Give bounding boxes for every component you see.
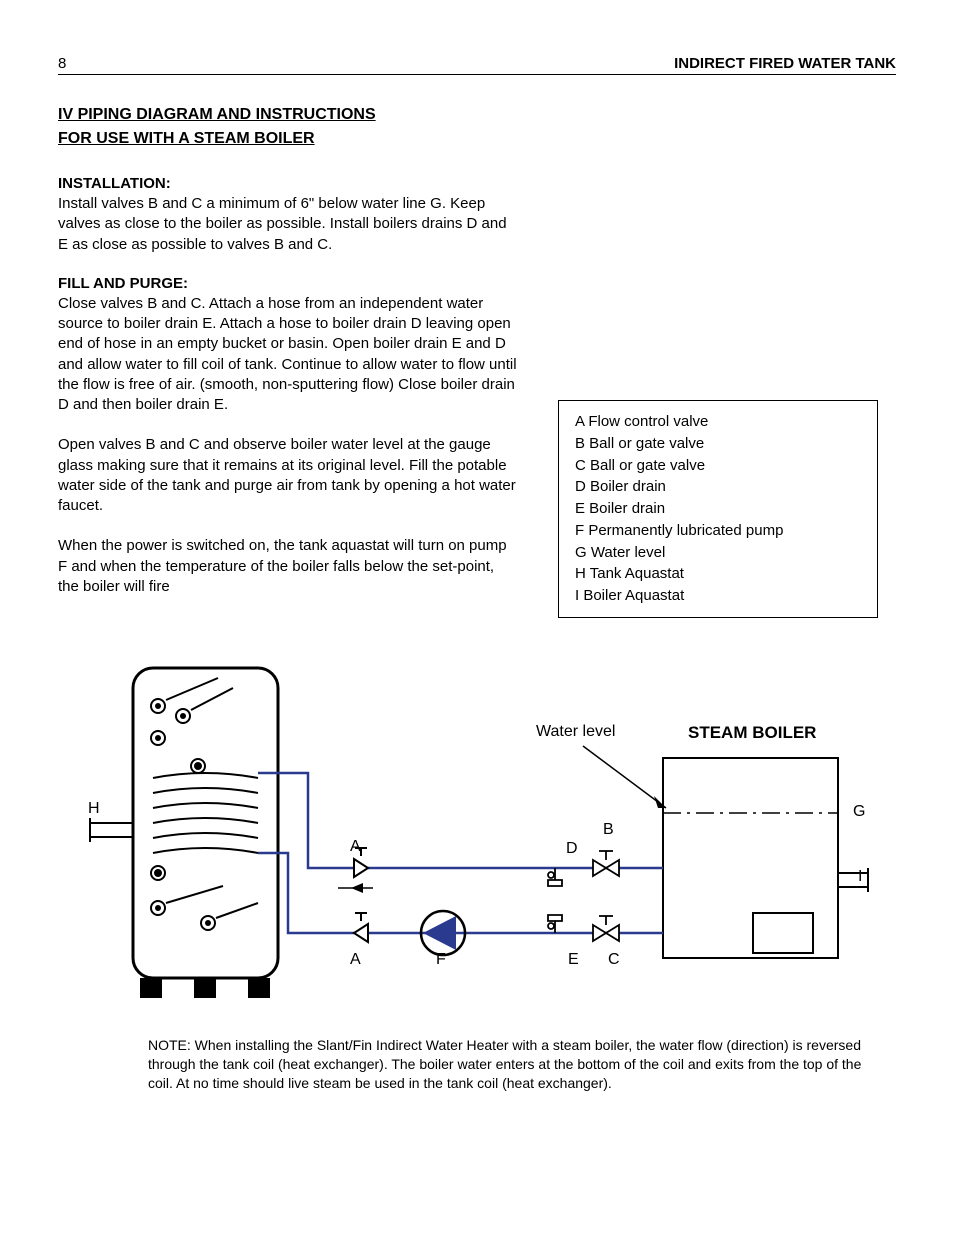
legend-item-i: I Boiler Aquastat bbox=[575, 585, 861, 607]
diagram-svg bbox=[58, 648, 878, 1008]
fill-purge-p2: Open valves B and C and observe boiler w… bbox=[58, 435, 518, 516]
label-a-bottom: A bbox=[350, 951, 361, 969]
legend-item-f: F Permanently lubricated pump bbox=[575, 520, 861, 542]
page-number: 8 bbox=[58, 55, 66, 72]
fill-purge-p1: Close valves B and C. Attach a hose from… bbox=[58, 294, 518, 416]
label-d: D bbox=[566, 840, 578, 858]
legend-box: A Flow control valve B Ball or gate valv… bbox=[558, 400, 878, 618]
section-title-line1: IV PIPING DIAGRAM AND INSTRUCTIONS bbox=[58, 106, 376, 123]
label-b: B bbox=[603, 821, 614, 839]
label-f: F bbox=[436, 951, 446, 969]
water-level-label: Water level bbox=[536, 723, 615, 741]
installation-heading: INSTALLATION: bbox=[58, 175, 518, 192]
document-title: INDIRECT FIRED WATER TANK bbox=[674, 55, 896, 72]
note-text: NOTE: When installing the Slant/Fin Indi… bbox=[148, 1036, 878, 1093]
steam-boiler-label: STEAM BOILER bbox=[688, 723, 816, 743]
section-title-line2: FOR USE WITH A STEAM BOILER bbox=[58, 130, 315, 147]
legend-item-a: A Flow control valve bbox=[575, 411, 861, 433]
legend-item-d: D Boiler drain bbox=[575, 476, 861, 498]
legend-item-e: E Boiler drain bbox=[575, 498, 861, 520]
fill-purge-p3: When the power is switched on, the tank … bbox=[58, 536, 518, 597]
label-i: I bbox=[858, 868, 862, 886]
label-a-top: A bbox=[350, 838, 361, 856]
section-title: IV PIPING DIAGRAM AND INSTRUCTIONS FOR U… bbox=[58, 103, 896, 151]
legend-item-b: B Ball or gate valve bbox=[575, 433, 861, 455]
legend-item-g: G Water level bbox=[575, 542, 861, 564]
page-header: 8 INDIRECT FIRED WATER TANK bbox=[58, 55, 896, 75]
legend-item-h: H Tank Aquastat bbox=[575, 563, 861, 585]
label-h: H bbox=[88, 800, 100, 818]
label-e: E bbox=[568, 951, 579, 969]
label-g: G bbox=[853, 803, 865, 821]
fill-purge-heading: FILL AND PURGE: bbox=[58, 275, 518, 292]
piping-diagram: H A A F D E B C G I Water level STEAM BO… bbox=[58, 648, 878, 1008]
installation-text: Install valves B and C a minimum of 6" b… bbox=[58, 194, 518, 255]
legend-item-c: C Ball or gate valve bbox=[575, 455, 861, 477]
label-c: C bbox=[608, 951, 620, 969]
